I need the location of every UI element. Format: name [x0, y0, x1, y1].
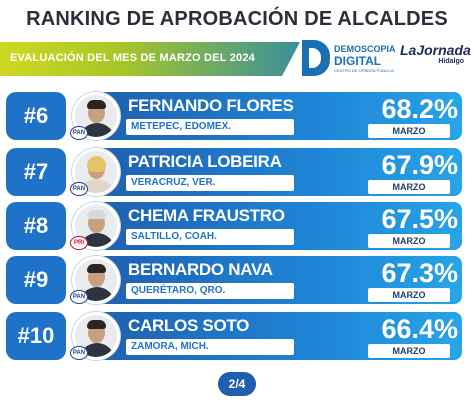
month-label: MARZO [368, 288, 450, 302]
demoscopia-tag: CENTRO DE OPINIÓN PÚBLICA [334, 68, 394, 73]
demoscopia-name-2: DIGITAL [334, 54, 382, 68]
ranking-row: #6 PAN FERNANDO FLORES METEPEC, EDOMEX. … [0, 92, 474, 140]
party-badge: PAN [70, 290, 88, 304]
party-badge: PAN [70, 346, 88, 360]
ranking-row: #8 PRI CHEMA FRAUSTRO SALTILLO, COAH. 67… [0, 202, 474, 250]
ranking-row: #9 PAN BERNARDO NAVA QUERÉTARO, QRO. 67.… [0, 256, 474, 304]
ranking-row: #10 PAN CARLOS SOTO ZAMORA, MICH. 66.4% … [0, 312, 474, 360]
mayor-name: FERNANDO FLORES [128, 96, 294, 115]
mayor-name: CARLOS SOTO [128, 316, 250, 335]
lajornada-region: Hidalgo [438, 58, 464, 65]
approval-percent: 66.4% [381, 314, 458, 344]
demoscopia-d-icon [302, 40, 330, 76]
month-label: MARZO [368, 344, 450, 358]
party-badge: PAN [70, 126, 88, 140]
avatar [72, 148, 120, 196]
mayor-place: ZAMORA, MICH. [126, 339, 294, 355]
mayor-place: METEPEC, EDOMEX. [126, 119, 294, 135]
demoscopia-name-1: DEMOSCOPIA [334, 44, 396, 54]
month-label: MARZO [368, 124, 450, 138]
mayor-place: QUERÉTARO, QRO. [126, 283, 294, 299]
lajornada-name: LaJornada [400, 42, 471, 58]
party-badge: PAN [70, 182, 88, 196]
page-title: RANKING DE APROBACIÓN DE ALCALDES [26, 8, 448, 30]
demoscopia-logo: DEMOSCOPIA DIGITAL CENTRO DE OPINIÓN PÚB… [302, 40, 398, 80]
subtitle: EVALUACIÓN DEL MES DE MARZO DEL 2024 [10, 52, 255, 64]
mayor-name: CHEMA FRAUSTRO [128, 206, 285, 225]
rank-badge: #10 [6, 312, 66, 360]
mayor-name: BERNARDO NAVA [128, 260, 273, 279]
month-label: MARZO [368, 180, 450, 194]
approval-percent: 68.2% [381, 94, 458, 124]
month-label: MARZO [368, 234, 450, 248]
party-badge: PRI [70, 236, 88, 250]
rank-badge: #6 [6, 92, 66, 140]
ranking-row: #7 PAN PATRICIA LOBEIRA VERACRUZ, VER. 6… [0, 148, 474, 196]
mayor-place: SALTILLO, COAH. [126, 229, 294, 245]
lajornada-logo: LaJornada Hidalgo [400, 42, 471, 72]
avatar [72, 92, 120, 140]
rank-badge: #7 [6, 148, 66, 196]
mayor-place: VERACRUZ, VER. [126, 175, 294, 191]
mayor-name: PATRICIA LOBEIRA [128, 152, 282, 171]
approval-percent: 67.5% [381, 204, 458, 234]
approval-percent: 67.9% [381, 150, 458, 180]
page-indicator[interactable]: 2/4 [218, 372, 256, 396]
approval-percent: 67.3% [381, 258, 458, 288]
rank-badge: #9 [6, 256, 66, 304]
rank-badge: #8 [6, 202, 66, 250]
subtitle-bar [0, 42, 300, 76]
